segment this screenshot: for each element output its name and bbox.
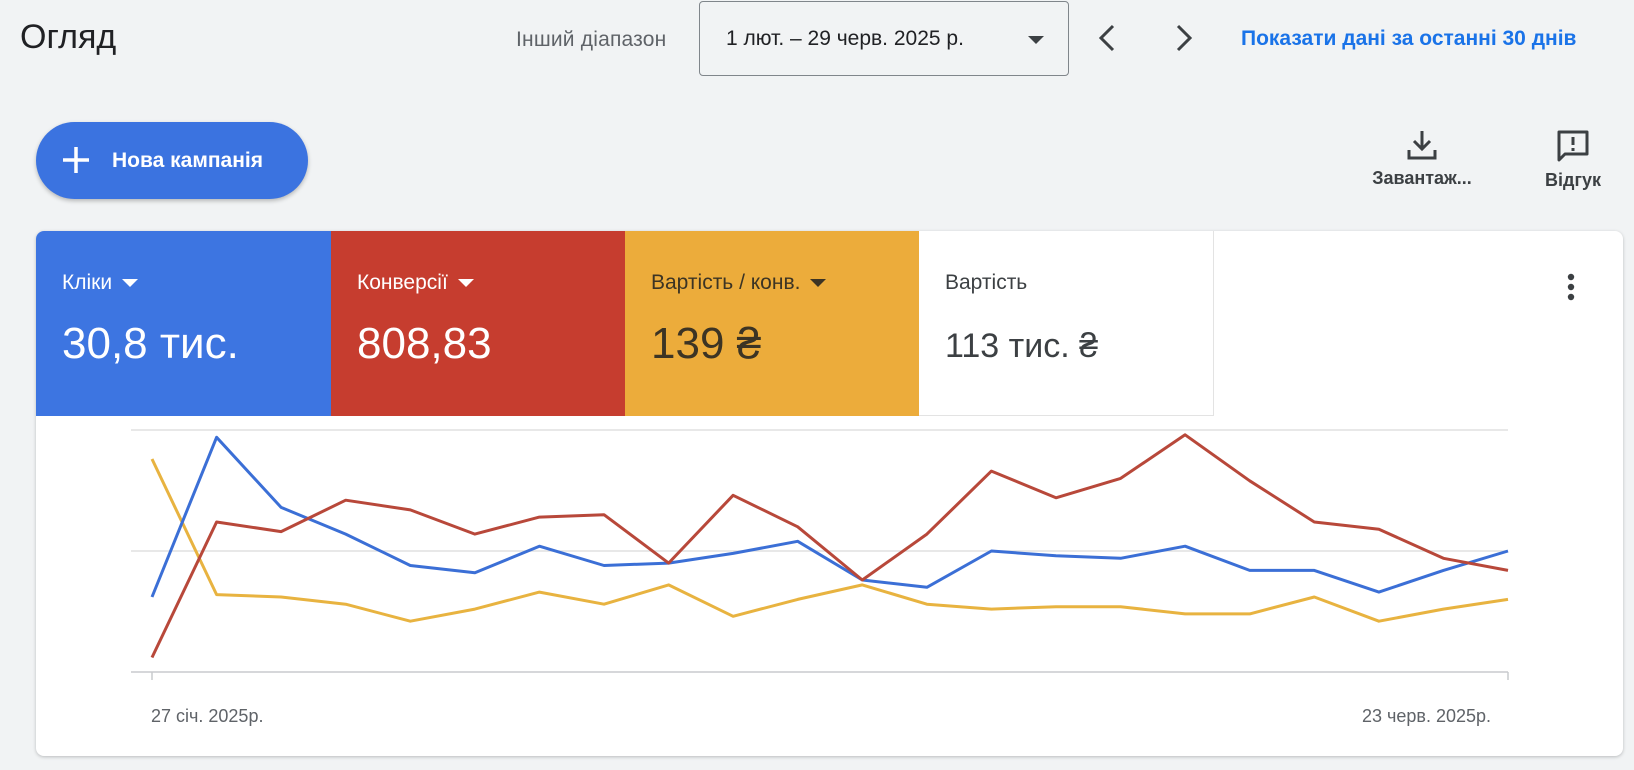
download-label: Завантаж...: [1372, 168, 1472, 188]
metric-label: Кліки: [62, 271, 113, 294]
metric-label-row: Вартість: [945, 271, 1027, 295]
series-line-0: [150, 435, 1509, 598]
dropdown-caret-icon: [457, 279, 474, 288]
metric-tile-cost[interactable]: Вартість 113 тис. ₴: [919, 231, 1214, 416]
overview-card: Кліки 30,8 тис. Конверсії 808,83 Вартіст…: [36, 231, 1623, 756]
metric-label: Вартість / конв.: [651, 271, 801, 294]
metric-value: 808,83: [357, 319, 492, 368]
top-bar: Огляд Інший діапазон 1 лют. – 29 черв. 2…: [0, 0, 1634, 80]
metric-label: Вартість: [945, 271, 1028, 294]
page-title: Огляд: [20, 18, 117, 56]
previous-period-button[interactable]: [1088, 18, 1128, 58]
metric-label-row: Конверсії: [357, 271, 474, 295]
new-campaign-label: Нова кампанія: [112, 149, 263, 172]
new-campaign-button[interactable]: Нова кампанія: [36, 122, 308, 199]
metric-tile-cost-per-conversion[interactable]: Вартість / конв. 139 ₴: [625, 231, 920, 416]
download-icon: [1407, 131, 1437, 160]
x-axis-end-label: 23 черв. 2025р.: [1362, 706, 1492, 726]
download-button[interactable]: Завантаж...: [1357, 128, 1487, 189]
metric-value: 139 ₴: [651, 319, 762, 368]
metric-label-row: Кліки: [62, 271, 139, 295]
metric-label-row: Вартість / конв.: [651, 271, 827, 295]
metric-value: 113 тис. ₴: [945, 327, 1099, 365]
series-line-1: [150, 433, 1509, 659]
show-last-30-days-link[interactable]: Показати дані за останні 30 днів: [1241, 27, 1577, 50]
chevron-right-icon: [1176, 24, 1193, 52]
next-period-button[interactable]: [1163, 18, 1203, 58]
metric-value: 30,8 тис.: [62, 319, 239, 368]
series-line-2: [150, 458, 1509, 623]
chevron-left-icon: [1098, 24, 1115, 52]
more-vert-icon: [1567, 273, 1575, 301]
date-range-label: Інший діапазон: [516, 28, 667, 51]
dropdown-caret-icon: [122, 279, 139, 288]
metric-tile-clicks[interactable]: Кліки 30,8 тис.: [36, 231, 331, 416]
feedback-icon: [1557, 130, 1589, 162]
plus-icon: [63, 147, 89, 173]
more-options-button[interactable]: [1561, 271, 1581, 303]
dropdown-caret-icon: [1028, 36, 1044, 44]
feedback-button[interactable]: Відгук: [1530, 128, 1616, 191]
metric-label: Конверсії: [357, 271, 448, 294]
feedback-label: Відгук: [1545, 170, 1601, 190]
x-axis-start-label: 27 січ. 2025р.: [151, 706, 264, 726]
date-range-select[interactable]: 1 лют. – 29 черв. 2025 р.: [699, 1, 1069, 76]
dropdown-caret-icon: [810, 279, 827, 288]
date-range-value: 1 лют. – 29 черв. 2025 р.: [726, 26, 964, 50]
performance-chart: [131, 429, 1509, 680]
metric-tile-conversions[interactable]: Конверсії 808,83: [331, 231, 626, 416]
